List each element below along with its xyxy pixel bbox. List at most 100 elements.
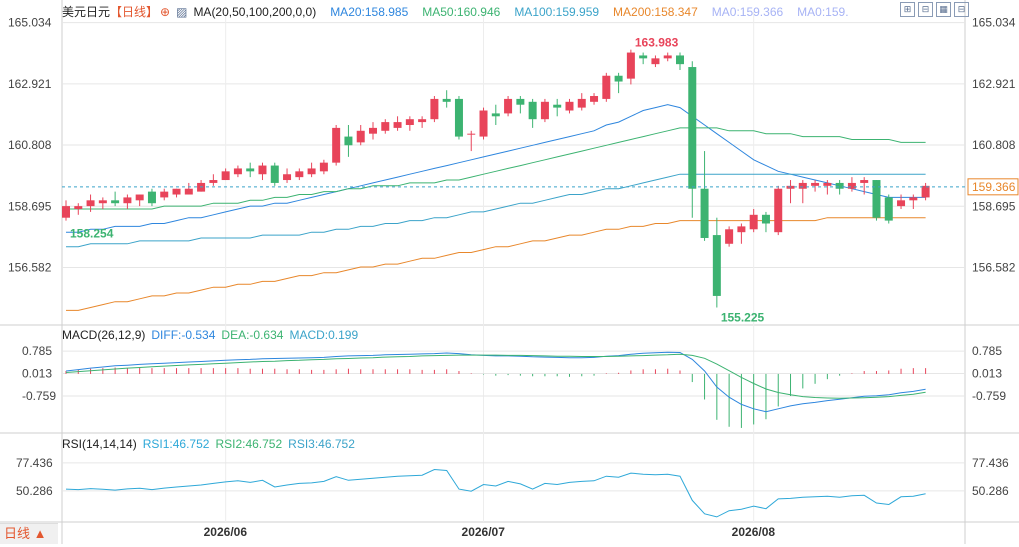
candle-body — [430, 98, 439, 120]
x-tick-label: 2026/08 — [732, 525, 776, 539]
rsi1-value: RSI1:46.752 — [142, 437, 210, 451]
ma-formula[interactable]: MA(20,50,100,200,0,0) — [193, 5, 317, 19]
candle-body — [725, 229, 734, 244]
ma-value-4: MA0:159.366 — [711, 5, 784, 19]
macd-dea-line — [65, 353, 926, 399]
candle-body — [62, 206, 70, 218]
chart-toolbar: ⊞ ⊟ ▦ ⊟ — [900, 2, 969, 17]
candle-body — [540, 101, 549, 120]
rsi-title[interactable]: RSI(14,14,14) — [62, 437, 137, 451]
current-price-label: 159.366 — [972, 180, 1016, 194]
candle-body — [700, 188, 709, 238]
candle-body — [737, 226, 746, 233]
candle-body — [860, 180, 869, 183]
macd-diff-line — [65, 351, 926, 413]
macd-ytick-left: 0.785 — [22, 344, 52, 358]
macd-ytick-left: -0.759 — [22, 389, 56, 403]
candle-body — [626, 52, 635, 79]
indicator-icon[interactable]: ⊟ — [918, 2, 933, 17]
candle-body — [86, 200, 95, 207]
ma-line-ma200 — [66, 217, 926, 311]
macd-ytick-right: 0.785 — [972, 344, 1002, 358]
period-label[interactable]: 【日线】 — [110, 5, 159, 19]
macd-ytick-left: 0.013 — [22, 367, 52, 381]
rsi2-value: RSI2:46.752 — [215, 437, 283, 451]
candle-body — [111, 200, 120, 204]
rsi-header: RSI(14,14,14) RSI1:46.752 RSI2:46.752 RSI3:… — [62, 437, 361, 451]
first-price-label: 158.254 — [70, 227, 114, 241]
candle-body — [921, 185, 930, 198]
candle-body — [356, 130, 365, 143]
circle-plus-icon[interactable]: ⊕ — [160, 5, 171, 19]
candle-body — [160, 191, 169, 198]
candle-body — [233, 168, 242, 175]
price-header: 美元日元【日线】 ⊕ ▨ MA(20,50,100,200,0,0) MA20:158.… — [62, 3, 861, 20]
candle-body — [491, 113, 500, 117]
candle-body — [454, 98, 463, 137]
ma-line-ma50 — [66, 127, 926, 210]
ma-line-ma20 — [66, 104, 926, 233]
candle-body — [147, 191, 156, 204]
candle-body — [381, 122, 390, 131]
price-ytick-left: 165.034 — [8, 16, 52, 30]
candle-body — [590, 96, 599, 102]
macd-ytick-right: -0.759 — [972, 389, 1006, 403]
max-price-label: 163.983 — [635, 36, 679, 50]
expand-icon[interactable]: ⊞ — [900, 2, 915, 17]
candle-body — [676, 55, 684, 65]
collapse-icon[interactable]: ⊟ — [954, 2, 969, 17]
rsi-ytick-left: 77.436 — [16, 456, 53, 470]
x-tick-label: 2026/06 — [204, 525, 248, 539]
price-ytick-right: 156.582 — [972, 260, 1016, 274]
ma-values: MA20:158.985 MA50:160.946 MA100:159.959 MA2… — [322, 5, 854, 19]
candle-body — [577, 98, 586, 108]
price-ytick-right: 162.921 — [972, 77, 1016, 91]
candle-body — [418, 119, 427, 123]
rsi-ytick-right: 50.286 — [972, 484, 1009, 498]
macd-title[interactable]: MACD(26,12,9) — [62, 328, 146, 342]
candle-body — [798, 182, 807, 189]
price-ytick-left: 156.582 — [8, 260, 52, 274]
candle-body — [283, 174, 292, 181]
candle-body — [344, 136, 353, 146]
candle-body — [467, 133, 476, 135]
price-ytick-right: 160.808 — [972, 138, 1016, 152]
ma-value-3: MA200:158.347 — [613, 5, 698, 19]
macd-dea: DEA:-0.634 — [221, 328, 284, 342]
candle-body — [823, 182, 832, 186]
candle-body — [761, 214, 770, 224]
rsi-line — [65, 468, 926, 518]
candle-body — [835, 182, 844, 189]
candle-body — [614, 75, 623, 82]
candle-body — [663, 55, 672, 59]
ma-line-ma100 — [66, 173, 926, 248]
candle-body — [712, 235, 721, 296]
candle-body — [565, 101, 574, 111]
candle-body — [393, 122, 402, 128]
candle-body — [74, 206, 83, 210]
candle-body — [639, 55, 648, 59]
candle-body — [246, 168, 255, 172]
candle-body — [332, 127, 341, 163]
instrument-name: 美元日元 — [62, 5, 111, 19]
macd-value: MACD:0.199 — [289, 328, 359, 342]
candle-body — [270, 165, 279, 183]
period-tab[interactable]: 日线 ▲ — [0, 523, 58, 544]
candle-body — [553, 104, 562, 108]
price-ytick-right: 158.695 — [972, 199, 1016, 213]
candle-body — [688, 67, 697, 189]
candle-body — [811, 182, 820, 186]
candle-body — [602, 75, 611, 99]
ma-value-5: MA0:159. — [797, 5, 849, 19]
candle-body — [504, 98, 513, 114]
settings-icon[interactable]: ▦ — [936, 2, 951, 17]
candle-body — [172, 188, 181, 195]
price-ytick-left: 158.695 — [8, 199, 52, 213]
candle-body — [258, 165, 267, 175]
macd-ytick-right: 0.013 — [972, 367, 1002, 381]
macd-diff: DIFF:-0.534 — [151, 328, 216, 342]
price-ytick-left: 162.921 — [8, 77, 52, 91]
ma-value-1: MA50:160.946 — [422, 5, 501, 19]
indicator-toggle-icon[interactable]: ▨ — [176, 5, 188, 19]
